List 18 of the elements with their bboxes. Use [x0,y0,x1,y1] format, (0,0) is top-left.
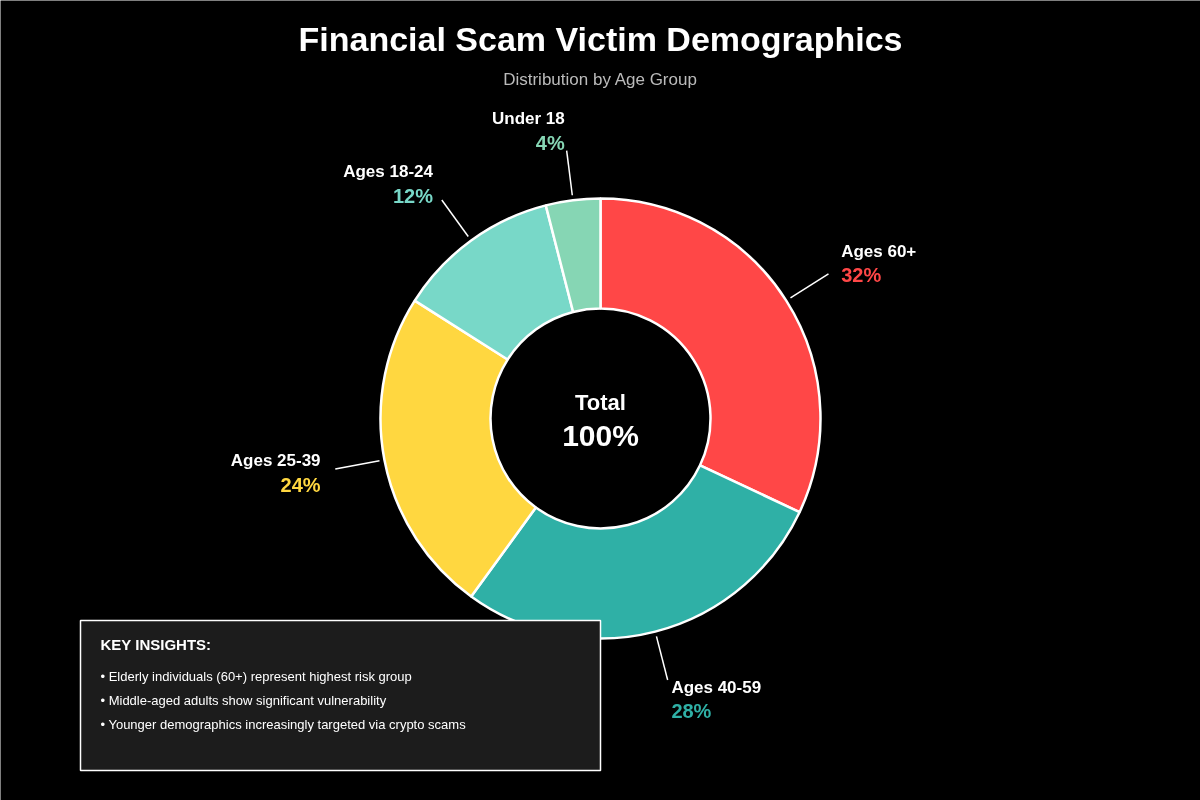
slice-label: Under 18 [492,109,565,129]
text: • Elderly individuals (60+) represent highest risk group [100,669,412,684]
text: 100% [562,419,639,452]
data-label: 28% [671,700,712,723]
text: • Younger demographics increasingly targeted via crypto scams [100,717,467,732]
slice-label: Ages 40-59 [671,677,762,697]
slice-label: Ages 25-39 [230,451,321,471]
chart-subtitle: Distribution by Age Group [503,70,697,89]
data-label: 4% [535,131,565,154]
data-label: 24% [280,473,321,496]
slice-label: Ages 18-24 [343,162,434,182]
text: • Middle-aged adults show significant vulnerability [100,693,387,708]
data-label: 12% [392,184,434,207]
text: KEY INSIGHTS: [100,636,212,653]
chart-title: Financial Scam Victim Demographics [298,19,903,58]
text: Total [575,390,626,415]
data-label: 32% [841,264,882,287]
slice-label: Ages 60+ [841,241,917,261]
